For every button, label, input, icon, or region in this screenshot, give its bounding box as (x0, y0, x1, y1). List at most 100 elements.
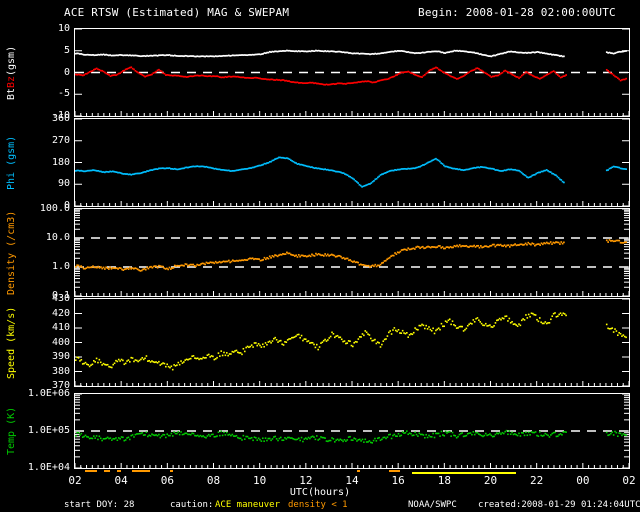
data-point (224, 54, 226, 57)
data-point (271, 78, 274, 81)
data-point (234, 169, 237, 172)
data-point (144, 75, 146, 78)
data-point (275, 254, 278, 257)
panel-speed[interactable] (74, 298, 630, 387)
data-point (259, 53, 262, 56)
data-point (201, 55, 204, 58)
data-point (175, 54, 177, 57)
data-point (454, 77, 457, 79)
data-point (126, 68, 128, 70)
data-point (415, 74, 418, 77)
data-point (257, 165, 259, 167)
data-point (501, 317, 504, 319)
data-point (100, 170, 102, 173)
data-point (274, 79, 277, 81)
data-point (364, 80, 367, 83)
data-point (343, 439, 346, 441)
data-point (111, 54, 114, 57)
data-point (504, 430, 506, 433)
data-point (396, 168, 399, 171)
data-point (187, 358, 189, 361)
data-point (263, 256, 266, 259)
data-point (371, 81, 374, 84)
data-point (377, 264, 379, 267)
data-point (378, 264, 381, 267)
data-point (440, 162, 443, 164)
data-point (153, 71, 156, 74)
data-point (139, 270, 142, 272)
data-point (508, 317, 511, 320)
data-point (365, 331, 368, 334)
data-point (243, 258, 246, 261)
data-point (370, 81, 372, 83)
data-point (530, 312, 533, 315)
data-point (322, 50, 325, 53)
panel-density[interactable] (74, 208, 630, 297)
data-point (197, 264, 200, 267)
data-point (469, 322, 472, 325)
data-point (536, 434, 538, 437)
data-point (281, 343, 283, 346)
data-point (331, 83, 333, 85)
data-point (220, 55, 222, 58)
data-point (253, 53, 255, 56)
data-point (425, 433, 428, 436)
data-point (234, 350, 236, 352)
density-below-one-marker (356, 470, 361, 472)
data-point (180, 360, 182, 362)
data-point (176, 168, 179, 171)
data-point (557, 54, 560, 57)
data-point (423, 51, 425, 54)
data-point (205, 75, 207, 77)
data-point (379, 439, 382, 442)
data-point (392, 169, 395, 172)
data-point (414, 327, 416, 329)
data-point (607, 169, 610, 171)
data-point (173, 264, 176, 267)
data-point (166, 267, 168, 270)
data-point (621, 241, 623, 244)
data-point (422, 74, 425, 77)
data-point (478, 433, 480, 435)
data-point (548, 242, 551, 245)
data-point (328, 439, 331, 442)
data-point (237, 75, 239, 78)
data-point (487, 167, 490, 170)
created-timestamp: created:2008-01-29 01:24:04UTC (478, 500, 640, 510)
data-point (527, 313, 530, 316)
data-point (516, 76, 519, 78)
data-point (477, 244, 480, 247)
data-point (437, 68, 440, 71)
data-point (339, 438, 342, 441)
data-point (123, 439, 126, 442)
data-point (324, 437, 326, 439)
data-point (522, 52, 524, 54)
data-point (122, 269, 125, 271)
data-point (142, 55, 144, 57)
panel-bt-bz[interactable] (74, 28, 630, 117)
data-point (450, 435, 452, 437)
data-point (563, 241, 565, 244)
data-point (481, 246, 483, 249)
data-point (245, 168, 247, 170)
data-point (554, 312, 556, 314)
data-point (210, 261, 213, 264)
data-point (324, 338, 326, 341)
data-point (399, 72, 401, 75)
data-point (260, 164, 263, 166)
data-point (392, 434, 394, 437)
data-point (502, 169, 505, 172)
data-point (610, 240, 612, 242)
data-point (534, 244, 536, 247)
data-point (556, 435, 559, 438)
data-point (480, 69, 483, 72)
panel-phi[interactable] (74, 118, 630, 207)
data-point (286, 49, 288, 52)
data-point (296, 163, 299, 165)
data-point (234, 75, 236, 78)
panel-temp[interactable] (74, 393, 630, 469)
data-point (500, 72, 502, 75)
data-point (212, 433, 214, 436)
data-point (221, 55, 224, 57)
data-point (272, 159, 275, 162)
